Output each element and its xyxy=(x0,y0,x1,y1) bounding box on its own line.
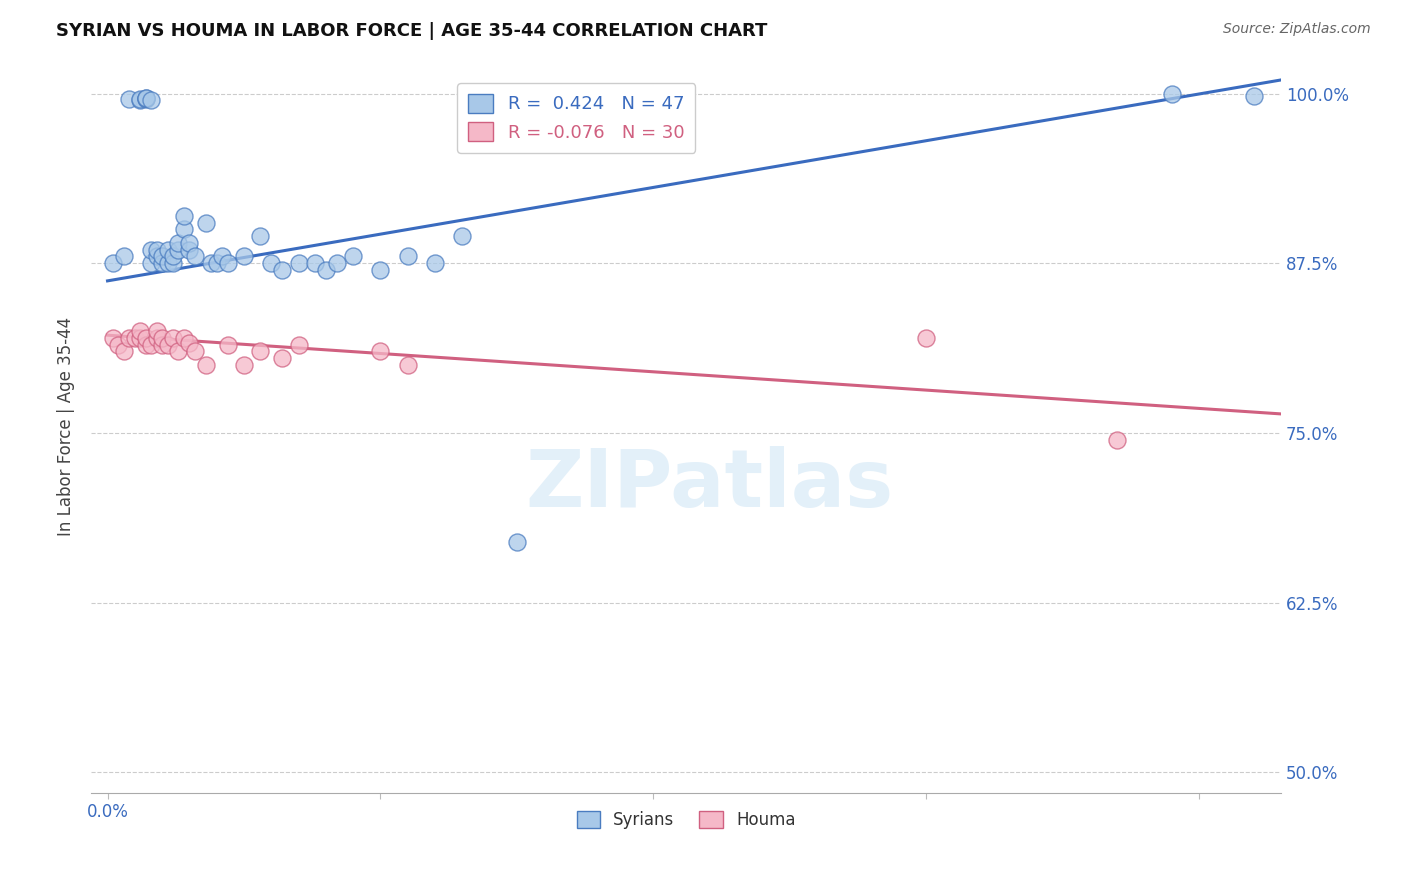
Point xyxy=(141,243,163,257)
Point xyxy=(315,263,337,277)
Point xyxy=(173,209,195,223)
Point xyxy=(915,331,938,345)
Point xyxy=(118,331,141,345)
Point xyxy=(260,256,283,270)
Point xyxy=(249,229,271,244)
Text: Source: ZipAtlas.com: Source: ZipAtlas.com xyxy=(1223,22,1371,37)
Point xyxy=(135,92,157,106)
Point xyxy=(451,229,474,244)
Point xyxy=(179,336,201,351)
Point xyxy=(233,249,256,263)
Point xyxy=(271,351,294,366)
Point xyxy=(217,256,239,270)
Point xyxy=(112,249,135,263)
Point xyxy=(184,249,207,263)
Point xyxy=(194,215,217,229)
Point xyxy=(156,256,179,270)
Point xyxy=(145,331,167,345)
Point xyxy=(326,256,349,270)
Point xyxy=(135,331,157,345)
Point xyxy=(141,93,163,107)
Point xyxy=(396,358,419,372)
Point xyxy=(129,324,152,338)
Text: ZIPatlas: ZIPatlas xyxy=(526,446,894,524)
Point xyxy=(101,331,124,345)
Point xyxy=(129,92,152,106)
Point xyxy=(135,90,157,104)
Point xyxy=(287,337,309,351)
Point xyxy=(233,358,256,372)
Point xyxy=(423,256,446,270)
Point xyxy=(249,344,271,359)
Point xyxy=(129,93,152,107)
Point xyxy=(194,358,217,372)
Point xyxy=(370,344,392,359)
Point xyxy=(179,235,201,250)
Point xyxy=(150,331,173,345)
Point xyxy=(162,331,184,345)
Point xyxy=(173,331,195,345)
Point xyxy=(112,344,135,359)
Point xyxy=(506,534,529,549)
Point xyxy=(156,243,179,257)
Point xyxy=(107,337,129,351)
Point xyxy=(1160,87,1182,101)
Point xyxy=(141,337,163,351)
Point xyxy=(150,256,173,270)
Point xyxy=(205,256,228,270)
Point xyxy=(141,256,163,270)
Point xyxy=(101,256,124,270)
Point xyxy=(156,337,179,351)
Point xyxy=(135,90,157,104)
Text: SYRIAN VS HOUMA IN LABOR FORCE | AGE 35-44 CORRELATION CHART: SYRIAN VS HOUMA IN LABOR FORCE | AGE 35-… xyxy=(56,22,768,40)
Point xyxy=(145,324,167,338)
Point xyxy=(287,256,309,270)
Point xyxy=(184,344,207,359)
Point xyxy=(217,337,239,351)
Point xyxy=(211,249,233,263)
Point xyxy=(162,249,184,263)
Point xyxy=(200,256,222,270)
Point xyxy=(304,256,326,270)
Y-axis label: In Labor Force | Age 35-44: In Labor Force | Age 35-44 xyxy=(58,317,75,536)
Point xyxy=(129,331,152,345)
Point xyxy=(396,249,419,263)
Point xyxy=(167,235,190,250)
Point xyxy=(370,263,392,277)
Point xyxy=(1107,433,1129,447)
Point xyxy=(342,249,364,263)
Point xyxy=(271,263,294,277)
Point xyxy=(145,249,167,263)
Point xyxy=(167,344,190,359)
Point xyxy=(145,243,167,257)
Point xyxy=(179,243,201,257)
Point xyxy=(150,249,173,263)
Legend: Syrians, Houma: Syrians, Houma xyxy=(569,804,803,836)
Point xyxy=(118,92,141,106)
Point xyxy=(124,331,146,345)
Point xyxy=(173,222,195,236)
Point xyxy=(135,337,157,351)
Point xyxy=(150,337,173,351)
Point xyxy=(1243,89,1265,103)
Point xyxy=(167,243,190,257)
Point xyxy=(162,256,184,270)
